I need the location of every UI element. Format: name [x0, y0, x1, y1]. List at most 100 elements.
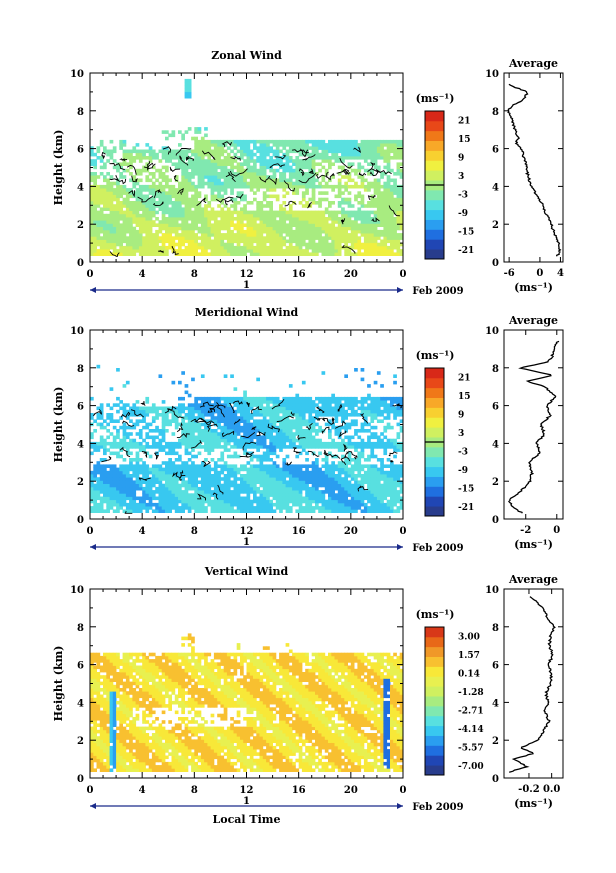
heatmap-cell	[399, 156, 404, 160]
heatmap-cell	[301, 496, 306, 501]
heatmap-cell	[116, 445, 120, 449]
heatmap-cell	[256, 377, 260, 382]
heatmap-cell	[90, 496, 94, 501]
heatmap-cell	[204, 480, 208, 484]
heatmap-cell	[191, 149, 195, 154]
heatmap-cell	[119, 239, 123, 244]
heatmap-cell	[90, 220, 94, 224]
heatmap-cell	[122, 143, 127, 147]
heatmap-cell	[236, 483, 241, 488]
heatmap-cell	[155, 490, 159, 494]
heatmap-cell	[158, 413, 163, 417]
heatmap-cell	[135, 249, 140, 253]
heatmap-cell	[122, 149, 127, 154]
heatmap-cell	[341, 210, 345, 215]
heatmap-cell	[135, 201, 140, 205]
heatmap-cell	[226, 502, 231, 507]
heatmap-cell	[142, 217, 146, 221]
heatmap-cell	[344, 210, 348, 215]
heatmap-cell	[243, 390, 247, 395]
heatmap-cell	[204, 133, 208, 138]
heatmap-cell	[148, 159, 153, 163]
heatmap-cell	[155, 480, 159, 484]
heatmap-cell	[367, 242, 371, 247]
heatmap-cell	[200, 486, 205, 491]
heatmap-cell	[328, 435, 332, 440]
heatmap-cell	[357, 175, 362, 179]
heatmap-cell	[223, 162, 228, 166]
heatmap-cell	[138, 229, 143, 234]
colorbar-tick-label: -21	[458, 246, 474, 256]
heatmap-cell	[350, 245, 355, 250]
heatmap-cell	[318, 496, 322, 501]
heatmap-cell	[109, 477, 114, 481]
heatmap-cell	[103, 213, 107, 218]
heatmap-cell	[125, 239, 130, 244]
heatmap-cell	[210, 245, 215, 250]
heatmap-cell	[165, 249, 169, 253]
heatmap-cell	[246, 210, 251, 215]
heatmap-cell	[292, 210, 296, 215]
heatmap-cell	[393, 172, 397, 176]
heatmap-cell	[226, 438, 231, 443]
heatmap-cell	[236, 178, 241, 183]
heatmap-cell	[220, 175, 225, 179]
heatmap-cell	[210, 502, 215, 507]
heatmap-cell	[207, 143, 212, 147]
profile-y-label: 8	[492, 107, 499, 118]
heatmap-cell	[191, 477, 195, 481]
heatmap-cell	[161, 461, 166, 465]
heatmap-cell	[171, 506, 176, 510]
heatmap-cell	[295, 172, 300, 176]
contour-line	[299, 148, 309, 158]
heatmap-cell	[295, 233, 300, 237]
heatmap-cell	[256, 223, 260, 227]
heatmap-cell	[106, 480, 110, 484]
heatmap-cell	[112, 425, 117, 430]
heatmap-cell	[220, 477, 225, 481]
heatmap-cell	[226, 220, 231, 224]
heatmap-cell	[161, 210, 166, 215]
heatmap-cell	[106, 493, 110, 497]
heatmap-cell	[253, 252, 257, 256]
heatmap-cell	[125, 413, 130, 417]
heatmap-cell	[112, 236, 117, 240]
heatmap-cell	[96, 175, 101, 179]
heatmap-cell	[168, 451, 172, 456]
heatmap-cell	[191, 175, 195, 179]
heatmap-cell	[396, 197, 401, 202]
heatmap-cell	[243, 162, 247, 166]
heatmap-cell	[376, 194, 381, 199]
heatmap-cell	[305, 184, 309, 189]
heatmap-cell	[295, 474, 300, 478]
heatmap-cell	[233, 409, 238, 414]
heatmap-cell	[236, 486, 241, 491]
heatmap-cell	[279, 149, 283, 154]
heatmap-cell	[204, 242, 208, 247]
heatmap-cell	[285, 252, 290, 256]
heatmap-cell	[109, 194, 114, 199]
heatmap-cell	[282, 249, 287, 253]
heatmap-cell	[275, 149, 280, 154]
heatmap-cell	[376, 165, 381, 170]
heatmap-cell	[301, 470, 306, 475]
heatmap-cell	[142, 416, 146, 420]
heatmap-cell	[148, 178, 153, 183]
heatmap-cell	[275, 249, 280, 253]
heatmap-cell	[236, 438, 241, 443]
day-arrow-left	[90, 287, 96, 293]
heatmap-cell	[125, 213, 130, 218]
heatmap-cell	[249, 229, 254, 234]
heatmap-cell	[318, 249, 322, 253]
heatmap-cell	[347, 175, 352, 179]
heatmap-cell	[350, 223, 355, 227]
heatmap-cell	[210, 139, 215, 144]
heatmap-cell	[337, 229, 342, 234]
heatmap-cell	[181, 438, 185, 443]
heatmap-cell	[240, 220, 244, 224]
heatmap-cell	[324, 239, 329, 244]
heatmap-cell	[324, 464, 329, 468]
heatmap-cell	[230, 432, 234, 436]
heatmap-cell	[292, 236, 296, 240]
heatmap-cell	[240, 223, 244, 227]
